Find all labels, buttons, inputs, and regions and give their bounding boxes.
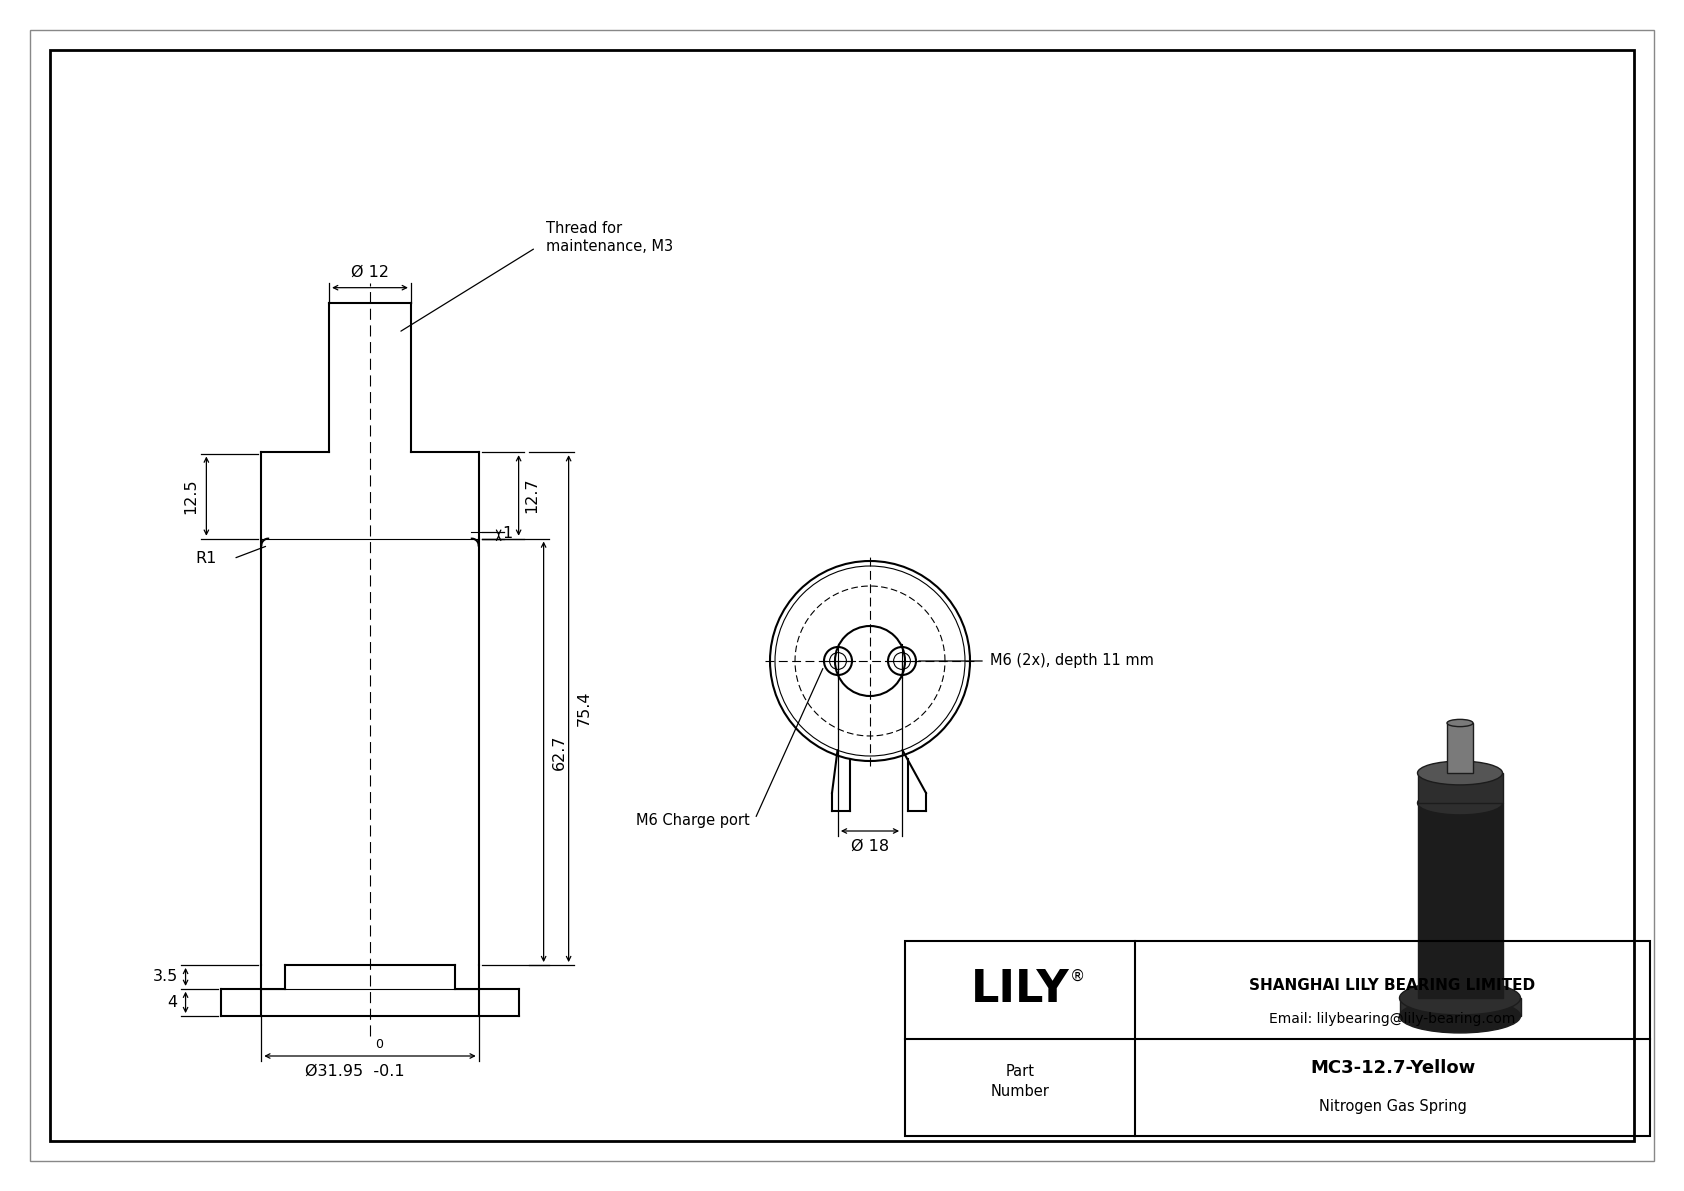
Bar — [904, 941, 1650, 1136]
Text: 0: 0 — [376, 1039, 382, 1050]
Text: SHANGHAI LILY BEARING LIMITED: SHANGHAI LILY BEARING LIMITED — [1250, 978, 1536, 993]
Text: M6 Charge port: M6 Charge port — [637, 813, 749, 829]
Text: Ø31.95  -0.1: Ø31.95 -0.1 — [305, 1064, 404, 1079]
Text: ®: ® — [1071, 968, 1086, 984]
Text: 62.7: 62.7 — [552, 734, 566, 769]
Text: LILY: LILY — [970, 968, 1069, 1011]
Bar — [1447, 723, 1474, 773]
Text: Ø 12: Ø 12 — [350, 264, 389, 280]
Bar — [1418, 773, 1502, 803]
Ellipse shape — [1447, 719, 1474, 727]
Text: R1: R1 — [195, 551, 216, 566]
Text: 3.5: 3.5 — [152, 969, 177, 985]
Bar — [1418, 803, 1502, 998]
Text: M6 (2x), depth 11 mm: M6 (2x), depth 11 mm — [990, 654, 1154, 668]
Text: 12.5: 12.5 — [184, 479, 199, 515]
Text: Part
Number: Part Number — [990, 1064, 1049, 1099]
Ellipse shape — [1399, 981, 1521, 1015]
Text: Thread for
maintenance, M3: Thread for maintenance, M3 — [546, 222, 674, 254]
Text: 1: 1 — [502, 525, 514, 541]
Text: 12.7: 12.7 — [525, 478, 539, 513]
Text: Email: lilybearing@lily-bearing.com: Email: lilybearing@lily-bearing.com — [1270, 1012, 1516, 1025]
Ellipse shape — [1418, 791, 1502, 815]
Ellipse shape — [1399, 999, 1521, 1033]
Text: 4: 4 — [167, 994, 177, 1010]
Text: Nitrogen Gas Spring: Nitrogen Gas Spring — [1319, 1099, 1467, 1115]
Bar — [1399, 998, 1521, 1016]
Text: Ø 18: Ø 18 — [850, 838, 889, 854]
Text: 75.4: 75.4 — [576, 691, 591, 727]
Text: MC3-12.7-Yellow: MC3-12.7-Yellow — [1310, 1059, 1475, 1077]
Ellipse shape — [1418, 761, 1502, 785]
